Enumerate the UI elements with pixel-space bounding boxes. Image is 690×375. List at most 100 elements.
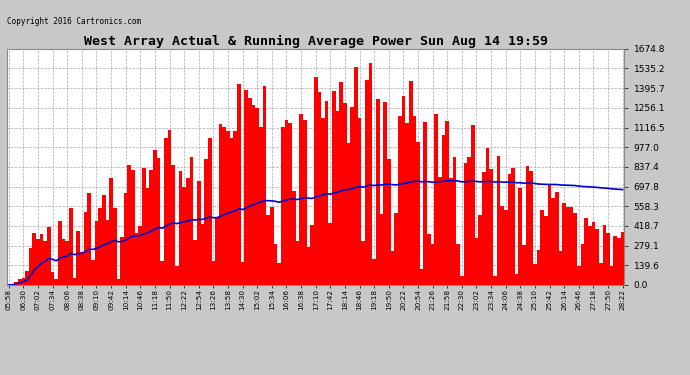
Bar xyxy=(146,188,150,285)
Bar xyxy=(456,244,460,285)
Bar xyxy=(559,251,562,285)
Bar xyxy=(244,90,248,285)
Bar xyxy=(580,244,584,285)
Bar xyxy=(193,240,197,285)
Bar xyxy=(610,266,613,285)
Bar xyxy=(77,231,80,285)
Bar xyxy=(347,143,351,285)
Bar xyxy=(478,215,482,285)
Bar xyxy=(299,114,303,285)
Bar xyxy=(321,118,325,285)
Bar xyxy=(157,158,160,285)
Bar xyxy=(540,210,544,285)
Bar xyxy=(83,212,88,285)
Bar xyxy=(18,279,21,285)
Bar xyxy=(80,252,83,285)
Bar xyxy=(153,150,157,285)
Bar xyxy=(201,224,204,285)
Bar xyxy=(106,220,109,285)
Bar xyxy=(595,230,599,285)
Bar xyxy=(277,263,281,285)
Bar xyxy=(621,232,624,285)
Bar xyxy=(40,234,43,285)
Bar xyxy=(508,174,511,285)
Bar xyxy=(266,215,270,285)
Bar xyxy=(402,96,405,285)
Bar xyxy=(128,165,131,285)
Bar xyxy=(43,240,47,285)
Bar xyxy=(325,101,328,285)
Bar xyxy=(288,123,292,285)
Bar xyxy=(515,274,518,285)
Bar xyxy=(475,238,478,285)
Bar xyxy=(270,207,274,285)
Bar xyxy=(36,238,40,285)
Bar xyxy=(284,120,288,285)
Bar xyxy=(394,213,398,285)
Bar xyxy=(354,68,357,285)
Bar xyxy=(58,221,61,285)
Bar xyxy=(566,207,570,285)
Bar xyxy=(405,123,409,285)
Bar xyxy=(314,76,317,285)
Bar xyxy=(544,216,548,285)
Bar xyxy=(460,276,464,285)
Bar xyxy=(413,116,416,285)
Bar xyxy=(317,92,321,285)
Bar xyxy=(613,236,617,285)
Bar xyxy=(617,238,621,285)
Bar xyxy=(230,138,233,285)
Bar xyxy=(175,266,179,285)
Bar xyxy=(135,232,139,285)
Bar xyxy=(259,127,263,285)
Bar xyxy=(607,233,610,285)
Bar xyxy=(449,178,453,285)
Bar xyxy=(281,127,284,285)
Bar xyxy=(222,127,226,285)
Bar xyxy=(464,163,467,285)
Bar xyxy=(380,214,383,285)
Bar xyxy=(398,116,402,285)
Bar xyxy=(555,192,559,285)
Bar xyxy=(562,202,566,285)
Bar xyxy=(471,125,475,285)
Bar xyxy=(357,118,362,285)
Bar xyxy=(14,282,18,285)
Bar xyxy=(303,120,306,285)
Bar xyxy=(446,121,449,285)
Bar xyxy=(109,178,113,285)
Bar xyxy=(533,264,537,285)
Bar xyxy=(489,169,493,285)
Bar xyxy=(171,165,175,285)
Bar xyxy=(139,226,142,285)
Bar xyxy=(248,98,252,285)
Bar xyxy=(365,81,368,285)
Bar xyxy=(591,222,595,285)
Bar xyxy=(55,279,58,285)
Bar xyxy=(518,188,522,285)
Bar xyxy=(252,105,255,285)
Title: West Array Actual & Running Average Power Sun Aug 14 19:59: West Array Actual & Running Average Powe… xyxy=(83,34,548,48)
Bar xyxy=(416,142,420,285)
Bar xyxy=(51,272,55,285)
Bar xyxy=(124,193,128,285)
Text: Copyright 2016 Cartronics.com: Copyright 2016 Cartronics.com xyxy=(7,17,141,26)
Bar xyxy=(570,207,573,285)
Bar xyxy=(212,261,215,285)
Bar xyxy=(599,263,602,285)
Bar xyxy=(72,279,77,285)
Bar xyxy=(343,103,347,285)
Bar xyxy=(21,278,25,285)
Bar xyxy=(131,170,135,285)
Bar xyxy=(339,82,343,285)
Bar xyxy=(391,251,394,285)
Bar xyxy=(438,177,442,285)
Bar xyxy=(69,208,72,285)
Bar xyxy=(292,191,295,285)
Bar xyxy=(263,86,266,285)
Bar xyxy=(117,279,120,285)
Bar xyxy=(179,171,182,285)
Bar xyxy=(537,249,540,285)
Bar xyxy=(332,91,336,285)
Bar xyxy=(29,248,32,285)
